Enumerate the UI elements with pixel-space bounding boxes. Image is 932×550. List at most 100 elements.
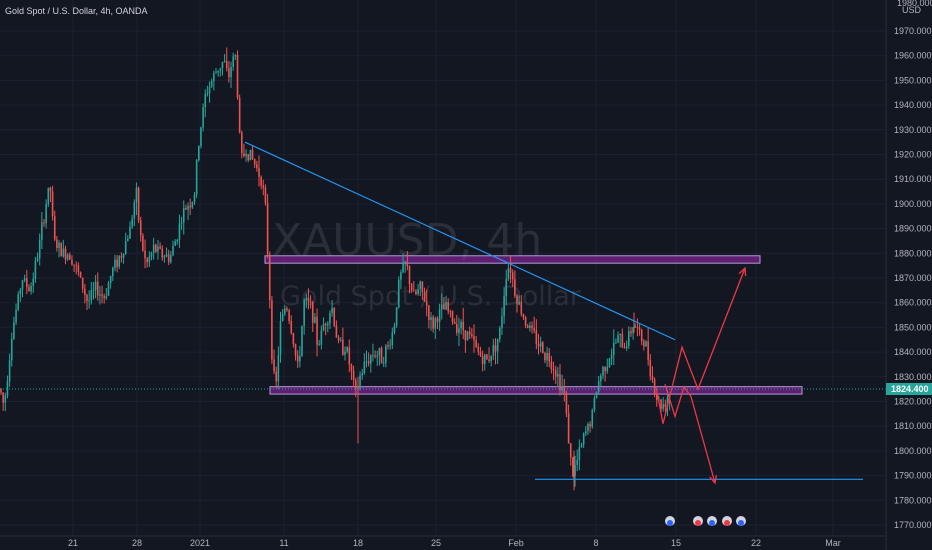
candle-body bbox=[39, 240, 41, 258]
candle-body bbox=[441, 304, 443, 309]
candle-body bbox=[607, 367, 609, 371]
candle-body bbox=[581, 445, 583, 447]
event-flag-dot bbox=[709, 520, 715, 526]
candle-body bbox=[297, 356, 299, 362]
candle-body bbox=[43, 222, 45, 223]
candle-body bbox=[204, 94, 206, 107]
candle-body bbox=[58, 243, 60, 248]
candle-body bbox=[430, 317, 432, 320]
candle-body bbox=[28, 287, 30, 291]
candle-body bbox=[241, 132, 243, 153]
x-tick-label: 15 bbox=[671, 538, 681, 548]
y-tick-label: 1950.000 bbox=[894, 75, 932, 85]
candle-body bbox=[271, 300, 273, 359]
candle-body bbox=[213, 73, 215, 81]
candle-body bbox=[45, 204, 47, 223]
candle-body bbox=[536, 330, 538, 343]
candle-body bbox=[24, 278, 26, 280]
candle-body bbox=[269, 254, 271, 300]
candle-body bbox=[331, 308, 333, 313]
candle-body bbox=[544, 353, 546, 360]
candle-body bbox=[422, 282, 424, 292]
candle-body bbox=[110, 276, 112, 283]
candle-body bbox=[256, 164, 258, 168]
candle-body bbox=[75, 265, 77, 266]
candle-body bbox=[179, 223, 181, 239]
candle-body bbox=[306, 298, 308, 300]
candle-body bbox=[650, 360, 652, 376]
x-tick-label: 18 bbox=[353, 538, 363, 548]
candle-body bbox=[174, 241, 176, 246]
candle-body bbox=[108, 283, 110, 296]
candle-body bbox=[454, 322, 456, 324]
y-tick-label: 1780.000 bbox=[894, 495, 932, 505]
candle-body bbox=[37, 258, 39, 261]
candle-body bbox=[570, 443, 572, 457]
candle-body bbox=[495, 345, 497, 351]
candle-body bbox=[493, 345, 495, 355]
candle-body bbox=[222, 62, 224, 68]
y-tick-label: 1770.000 bbox=[894, 520, 932, 530]
price-zone[interactable] bbox=[265, 256, 760, 263]
candle-body bbox=[308, 298, 310, 302]
candle-body bbox=[654, 379, 656, 394]
x-tick-label: Feb bbox=[508, 538, 524, 548]
candle-body bbox=[368, 361, 370, 363]
x-tick-label: 11 bbox=[279, 538, 288, 548]
candle-body bbox=[652, 376, 654, 379]
candle-body bbox=[342, 340, 344, 355]
candle-body bbox=[181, 222, 183, 223]
candle-body bbox=[349, 347, 351, 364]
candle-body bbox=[394, 326, 396, 333]
candle-body bbox=[91, 290, 93, 300]
candle-body bbox=[480, 352, 482, 356]
candle-body bbox=[546, 353, 548, 360]
candle-body bbox=[445, 302, 447, 309]
candle-body bbox=[20, 289, 22, 294]
y-axis[interactable]: 1970.000 1960.000 1950.000 1940.000 1930.000… bbox=[894, 26, 932, 530]
candle-body bbox=[30, 286, 32, 291]
candle-body bbox=[617, 335, 619, 342]
candle-body bbox=[84, 289, 86, 295]
candle-body bbox=[200, 127, 202, 146]
candle-body bbox=[533, 328, 535, 330]
candle-body bbox=[157, 246, 159, 251]
candle-body bbox=[11, 339, 13, 360]
candle-body bbox=[138, 188, 140, 221]
candle-body bbox=[275, 371, 277, 381]
event-flag-dot bbox=[667, 520, 673, 526]
candle-body bbox=[232, 56, 234, 67]
y-tick-label: 1850.000 bbox=[894, 322, 932, 332]
candle-body bbox=[118, 256, 120, 267]
candle-body bbox=[587, 424, 589, 431]
candle-body bbox=[364, 362, 366, 373]
y-tick-label: 1810.000 bbox=[894, 421, 932, 431]
candle-body bbox=[538, 344, 540, 347]
event-flag-dot bbox=[738, 520, 744, 526]
x-tick-label: 22 bbox=[751, 538, 761, 548]
candle-body bbox=[258, 168, 260, 177]
price-zone[interactable] bbox=[270, 387, 802, 394]
watermark-name: Gold Spot / U.S. Dollar bbox=[280, 281, 582, 312]
candle-body bbox=[647, 341, 649, 360]
candle-body bbox=[164, 257, 166, 258]
candle-body bbox=[134, 202, 136, 218]
candle-body bbox=[551, 361, 553, 369]
candle-body bbox=[389, 345, 391, 346]
candle-body bbox=[473, 336, 475, 340]
candle-body bbox=[611, 355, 613, 359]
candle-body bbox=[95, 282, 97, 290]
candle-body bbox=[82, 278, 84, 289]
candle-body bbox=[381, 348, 383, 363]
candle-body bbox=[598, 381, 600, 391]
y-tick-label: 1930.000 bbox=[894, 125, 932, 135]
candle-body bbox=[250, 150, 252, 160]
candle-body bbox=[284, 308, 286, 314]
candle-body bbox=[467, 332, 469, 341]
candle-body bbox=[299, 356, 301, 361]
candle-body bbox=[591, 410, 593, 426]
candle-body bbox=[518, 302, 520, 305]
candle-body bbox=[415, 291, 417, 294]
candle-body bbox=[71, 260, 73, 265]
